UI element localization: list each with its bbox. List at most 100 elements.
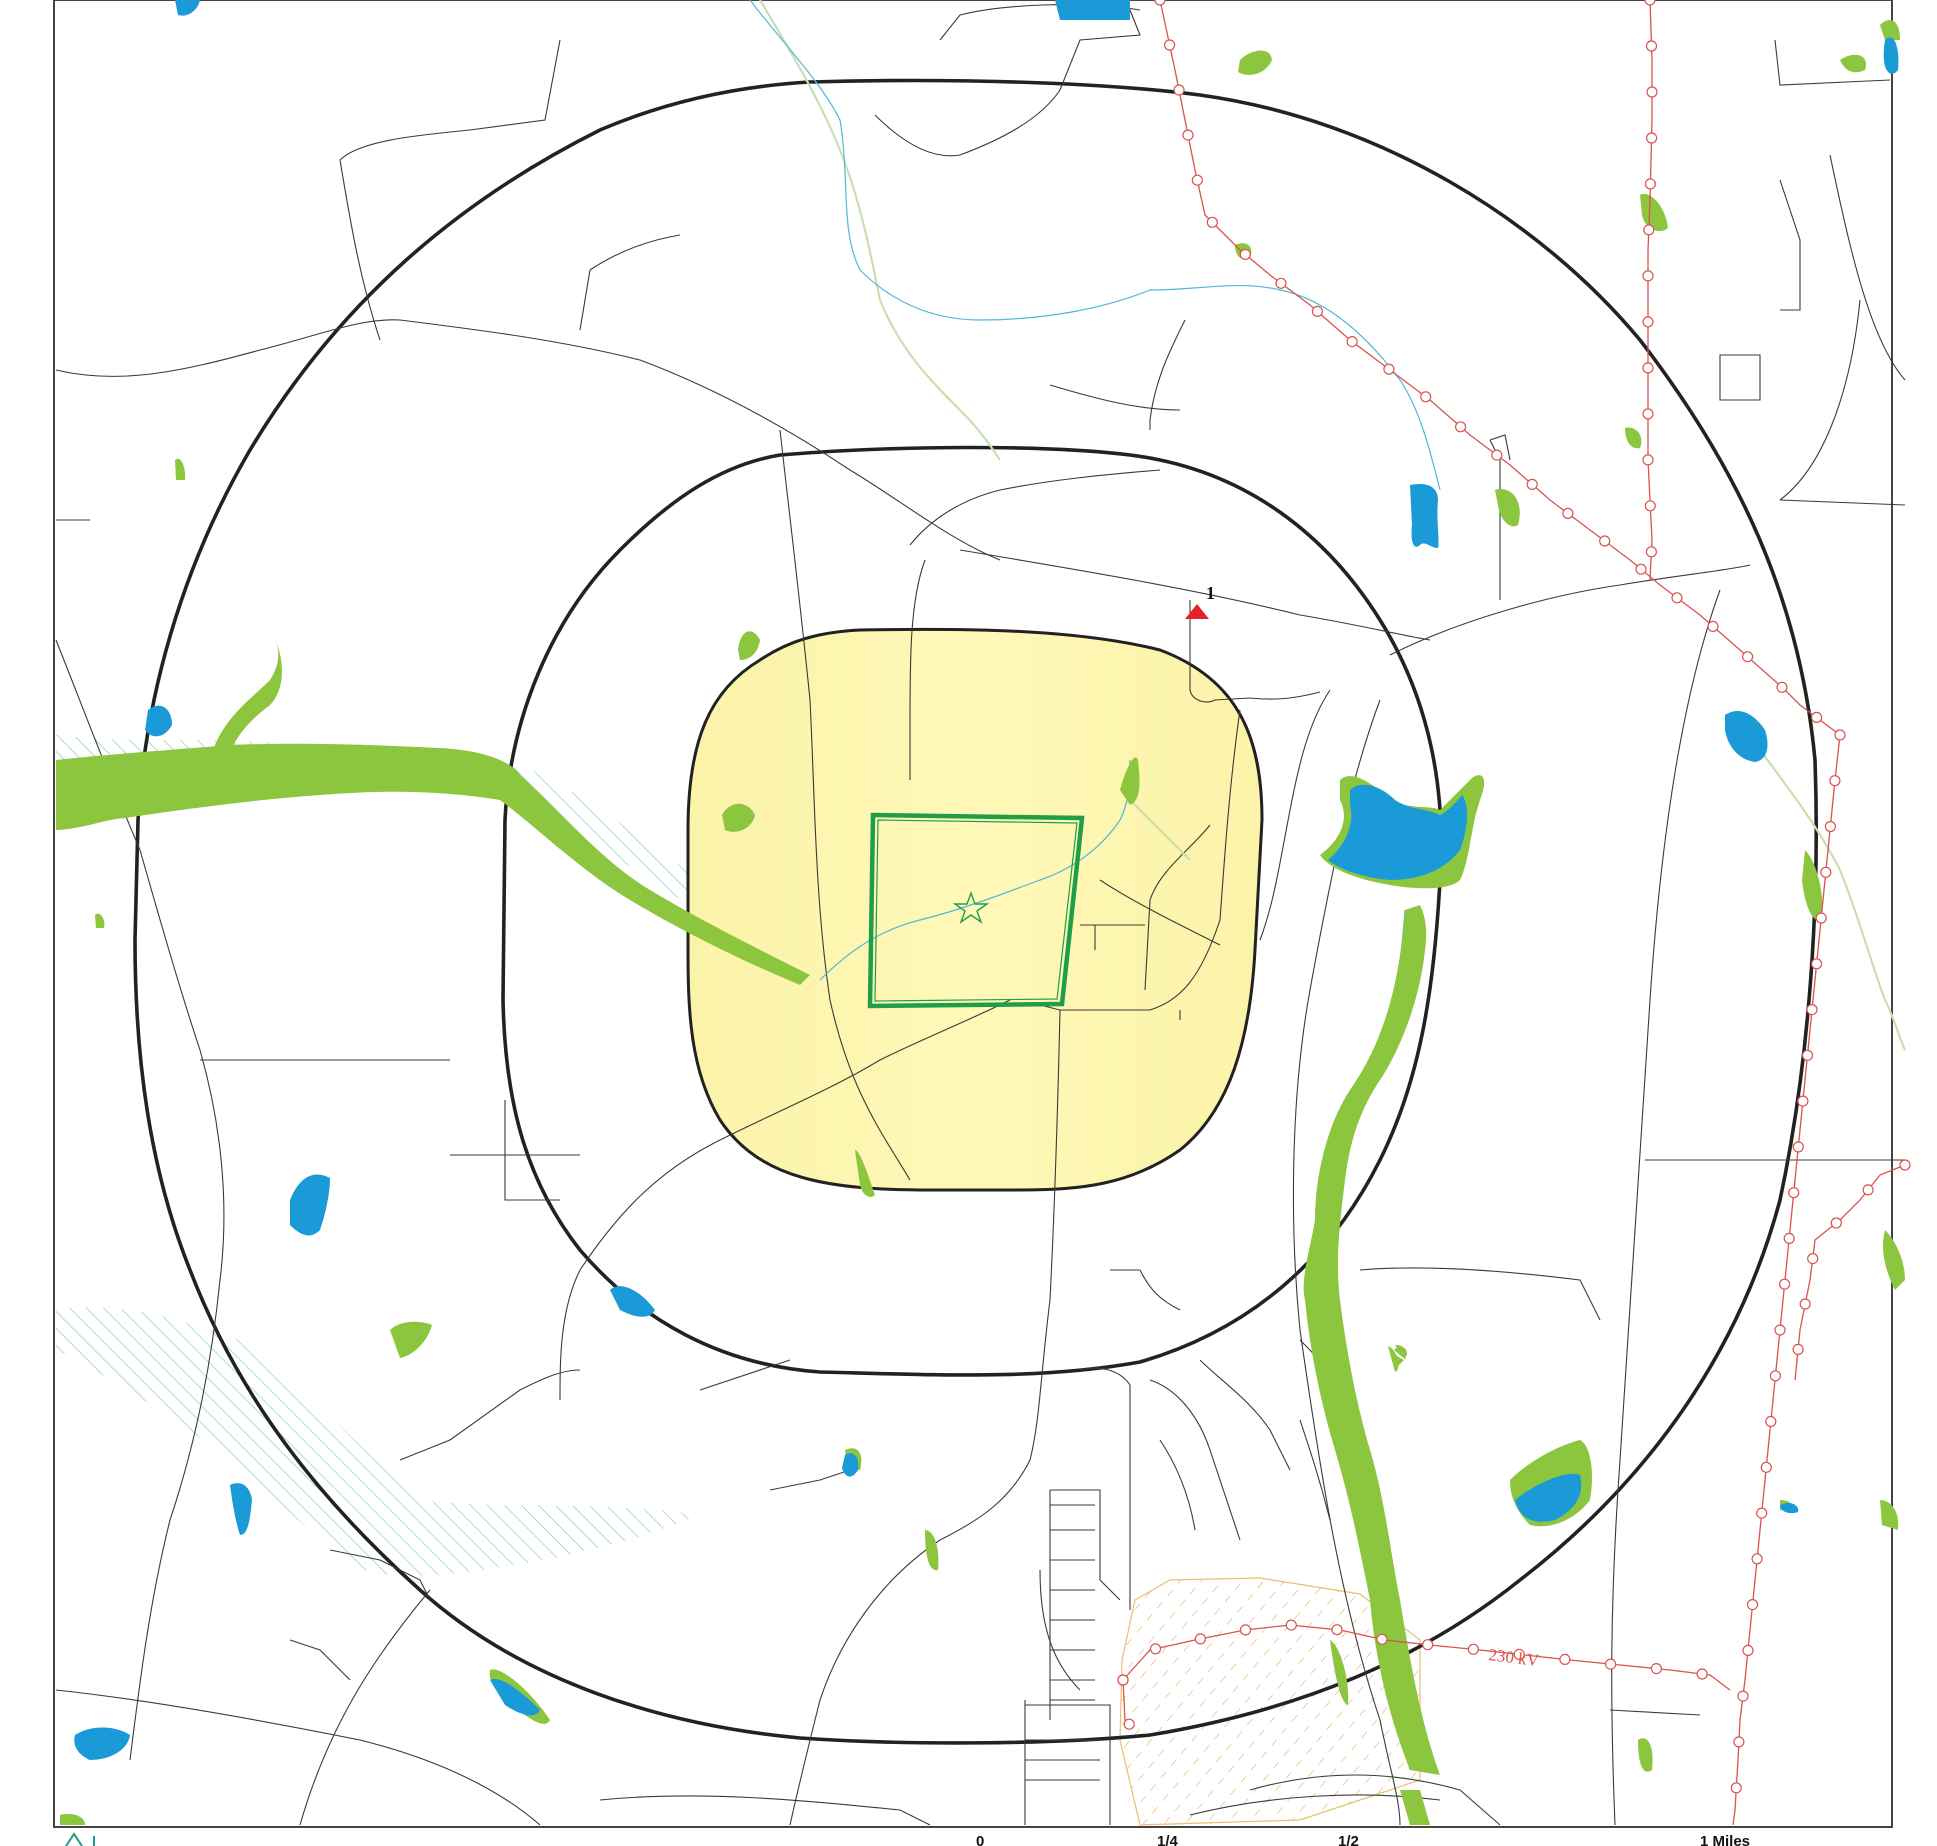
power-tower-icon [1562,507,1574,520]
scale-tick-0: 0 [976,1833,984,1846]
power-tower-icon [1820,866,1832,878]
power-tower-icon [1420,391,1432,403]
power-tower-icon [1645,132,1658,144]
powerline-towers [1117,0,1911,1794]
power-tower-icon [1642,408,1654,420]
scale-tick-quarter: 1/4 [1157,1833,1179,1846]
stream-site-pale [1129,799,1191,861]
power-tower-icon [1467,1643,1480,1655]
power-tower-icon [1737,1690,1749,1702]
power-tower-icon [1422,1639,1434,1651]
power-tower-icon [1163,39,1176,51]
power-tower-icon [1650,1662,1663,1675]
power-tower-icon [1774,1324,1786,1336]
power-tower-icon [1644,500,1656,512]
stream-site [819,759,1131,981]
power-tower-icon [1285,1619,1297,1631]
power-tower-icon [1707,620,1719,633]
power-tower-icon [1807,1252,1819,1265]
power-tower-icon [1797,1095,1809,1107]
power-tower-icon [1642,362,1654,374]
power-tower-icon [1644,0,1656,6]
power-tower-icon [1815,912,1827,924]
power-tower-icon [1742,1644,1754,1657]
power-tower-icon [1346,336,1358,348]
water-bodies [74,0,1899,1760]
site-boundary-inner [874,819,1078,1002]
power-tower-icon [1604,1658,1617,1670]
power-tower-icon [1642,316,1654,328]
power-tower-icon [1635,563,1647,575]
power-tower-icon [1765,1415,1777,1428]
power-tower-icon [1239,1624,1252,1636]
power-tower-icon [1645,546,1658,558]
power-tower-icon [1899,1159,1911,1171]
power-tower-icon [1491,449,1503,461]
power-tower-icon [1730,1782,1742,1794]
power-tower-icon [1642,454,1654,466]
power-tower-icon [1123,1718,1135,1730]
power-tower-icon [1829,775,1841,787]
power-tower-icon [1642,270,1654,282]
power-tower-icon [1275,277,1287,289]
power-tower-icon [1239,248,1251,260]
scale-tick-half: 1/2 [1338,1833,1359,1846]
power-tower-icon [1769,1370,1782,1382]
power-tower-icon [1696,1668,1708,1680]
power-tower-icon [1776,681,1788,693]
power-tower-icon [1376,1633,1388,1645]
power-tower-icon [1117,1674,1129,1686]
stream-north-blue [749,0,1441,491]
power-tower-icon [1810,958,1823,970]
power-tower-icon [1733,1736,1745,1748]
powerline-east [1794,1164,1906,1381]
power-tower-icon [1806,1003,1818,1016]
power-tower-icon [1801,1049,1814,1061]
road-network [55,4,1906,1826]
stream-east [1759,749,1906,1051]
power-tower-icon [1191,174,1203,186]
power-tower-icon [1751,1553,1763,1565]
power-tower-icon [1454,421,1467,433]
power-tower-icon [1760,1461,1772,1473]
red-triangle-marker-icon[interactable] [1185,604,1209,619]
power-tower-icon [1783,1232,1795,1245]
power-tower-icon [1526,478,1538,490]
power-tower-icon [1311,305,1324,317]
power-tower-icon [1788,1187,1800,1199]
power-tower-icon [1741,651,1754,663]
north-arrow-icon [65,1832,95,1846]
scale-bar: 0 1/4 1/2 1 Miles [976,1833,1750,1846]
power-tower-icon [1513,1648,1525,1661]
power-tower-icon [1644,178,1657,190]
inner-buffer-area [686,627,1264,1192]
power-tower-icon [1778,1278,1791,1290]
power-tower-icon [1559,1653,1571,1666]
power-tower-icon [1331,1624,1343,1636]
power-tower-icon [1830,1217,1842,1229]
scale-tick-1-mile: 1 Miles [1700,1833,1750,1846]
power-tower-icon [1824,820,1837,833]
power-tower-icon [1645,40,1658,52]
power-tower-icon [1756,1507,1768,1519]
power-tower-icon [1194,1633,1207,1645]
hatched-wetland-southwest [56,1307,700,1577]
power-tower-icon [1182,129,1194,141]
power-tower-icon [1643,224,1655,236]
site-marker-label: 1 [1206,583,1215,603]
power-tower-icon [1746,1598,1759,1611]
power-tower-icon [1799,1298,1811,1310]
power-tower-icon [1383,363,1395,375]
power-tower-icon [1810,711,1823,724]
site-boundary [867,812,1085,1009]
power-tower-icon [1599,535,1611,547]
stream-north [759,0,1001,461]
power-tower-icon [1646,86,1658,98]
site-star-icon [952,890,990,924]
power-tower-icon [1149,1643,1162,1655]
power-tower-icon [1792,1343,1804,1356]
power-tower-icon [1834,729,1846,741]
power-tower-icon [1862,1184,1874,1196]
power-tower-icon [1792,1141,1804,1153]
